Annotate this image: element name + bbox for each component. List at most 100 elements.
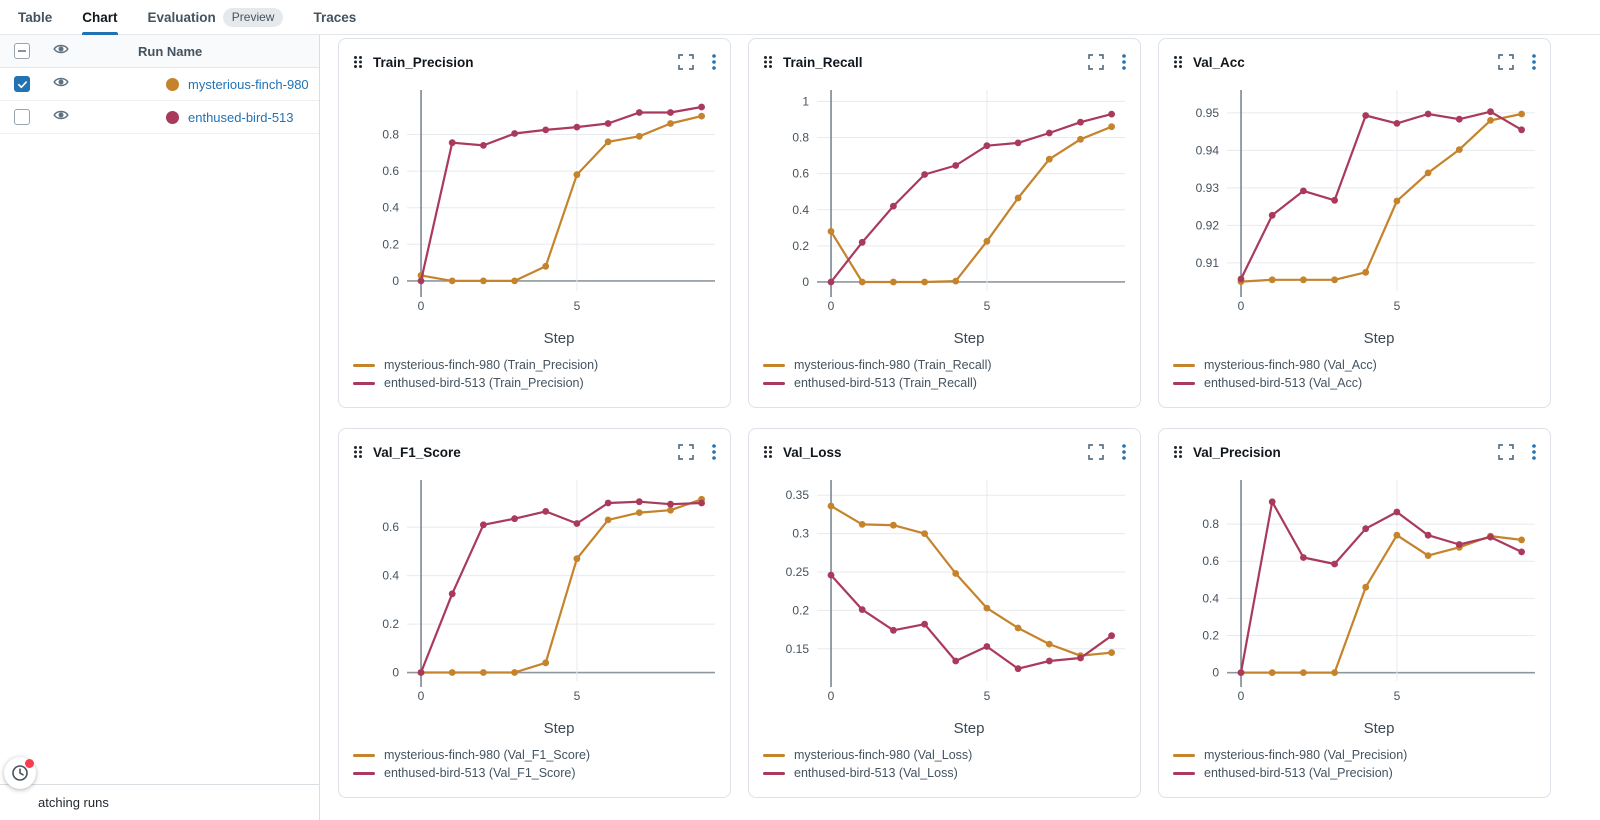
- chart-title: Val_Precision: [1193, 444, 1281, 460]
- drag-handle-icon[interactable]: [763, 445, 773, 459]
- charts-panel: Train_Precision 0 0.2 0.4 0.6 0.8 0 5 Step myst…: [320, 35, 1600, 820]
- legend-label: mysterious-finch-980 (Train_Recall): [794, 358, 992, 372]
- legend-swatch: [353, 381, 375, 385]
- svg-text:0.2: 0.2: [1202, 629, 1219, 643]
- svg-text:5: 5: [574, 299, 581, 313]
- run-checkbox[interactable]: [14, 76, 30, 92]
- run-visibility-eye-icon[interactable]: [53, 107, 69, 128]
- svg-text:Step: Step: [1364, 720, 1395, 737]
- legend-label: mysterious-finch-980 (Val_F1_Score): [384, 748, 591, 762]
- chart-title: Train_Recall: [783, 54, 863, 70]
- svg-text:0: 0: [392, 274, 399, 288]
- kebab-menu-icon[interactable]: [1122, 54, 1126, 70]
- visibility-all-eye-icon[interactable]: [53, 41, 69, 62]
- svg-text:0.4: 0.4: [382, 569, 399, 583]
- legend-swatch: [353, 753, 375, 757]
- svg-text:0.91: 0.91: [1196, 256, 1220, 270]
- svg-text:0: 0: [1238, 689, 1245, 703]
- chart-legend: mysterious-finch-980 (Val_Precision) ent…: [1173, 746, 1536, 782]
- chart-legend: mysterious-finch-980 (Val_F1_Score) enth…: [353, 746, 716, 782]
- svg-text:0.92: 0.92: [1196, 218, 1220, 232]
- svg-text:0: 0: [1238, 299, 1245, 313]
- chart-card-val-precision: Val_Precision 0 0.2 0.4 0.6 0.8 0 5 Step myster…: [1158, 428, 1551, 798]
- chart-legend: mysterious-finch-980 (Train_Precision) e…: [353, 356, 716, 392]
- run-row-enthused-bird-513[interactable]: enthused-bird-513: [0, 101, 319, 134]
- expand-icon[interactable]: [1088, 54, 1104, 70]
- svg-text:Step: Step: [544, 720, 575, 737]
- legend-label: enthused-bird-513 (Train_Precision): [384, 376, 584, 390]
- svg-text:0.8: 0.8: [792, 131, 809, 145]
- expand-icon[interactable]: [1088, 444, 1104, 460]
- svg-text:1: 1: [802, 94, 809, 108]
- chart-card-val-loss: Val_Loss 0.15 0.2 0.25 0.3 0.35 0 5 Step myster…: [748, 428, 1141, 798]
- run-visibility-eye-icon[interactable]: [53, 74, 69, 95]
- chart-card-val-f1-score: Val_F1_Score 0 0.2 0.4 0.6 0 5 Step mysterious…: [338, 428, 731, 798]
- tab-traces[interactable]: Traces: [313, 0, 356, 35]
- kebab-menu-icon[interactable]: [1122, 444, 1126, 460]
- expand-icon[interactable]: [678, 54, 694, 70]
- clock-icon: [12, 765, 28, 781]
- legend-label: mysterious-finch-980 (Val_Loss): [794, 748, 973, 762]
- svg-text:0.2: 0.2: [382, 237, 399, 251]
- tab-chart[interactable]: Chart: [82, 0, 118, 35]
- svg-text:0: 0: [802, 275, 809, 289]
- expand-icon[interactable]: [678, 444, 694, 460]
- matching-runs-footer: atching runs: [0, 784, 319, 820]
- tab-evaluation-label: Evaluation: [147, 9, 216, 25]
- run-name-link[interactable]: mysterious-finch-980: [188, 76, 309, 92]
- run-color-dot: [166, 77, 179, 91]
- chart-legend: mysterious-finch-980 (Train_Recall) enth…: [763, 356, 1126, 392]
- line-chart[interactable]: 0 0.2 0.4 0.6 0.8 1 0 5 Step: [763, 75, 1127, 349]
- svg-text:Step: Step: [954, 720, 985, 737]
- svg-text:0.4: 0.4: [1202, 591, 1219, 605]
- run-name-link[interactable]: enthused-bird-513: [188, 109, 294, 125]
- drag-handle-icon[interactable]: [763, 55, 773, 69]
- run-row-mysterious-finch-980[interactable]: mysterious-finch-980: [0, 68, 319, 101]
- kebab-menu-icon[interactable]: [1532, 444, 1536, 460]
- legend-swatch: [353, 771, 375, 775]
- svg-text:0.4: 0.4: [382, 201, 399, 215]
- expand-icon[interactable]: [1498, 444, 1514, 460]
- drag-handle-icon[interactable]: [353, 55, 363, 69]
- line-chart[interactable]: 0.91 0.92 0.93 0.94 0.95 0 5 Step: [1173, 75, 1537, 349]
- legend-swatch: [763, 771, 785, 775]
- floating-history-widget[interactable]: [4, 757, 36, 789]
- tab-evaluation[interactable]: Evaluation Preview: [148, 0, 284, 35]
- svg-text:0: 0: [418, 299, 425, 313]
- chart-card-train-precision: Train_Precision 0 0.2 0.4 0.6 0.8 0 5 Step myst…: [338, 38, 731, 408]
- legend-label: enthused-bird-513 (Val_Loss): [794, 766, 958, 780]
- svg-text:0.93: 0.93: [1196, 181, 1220, 195]
- svg-text:0.8: 0.8: [1202, 517, 1219, 531]
- runs-table-header: Run Name: [0, 35, 319, 68]
- line-chart[interactable]: 0.15 0.2 0.25 0.3 0.35 0 5 Step: [763, 465, 1127, 739]
- legend-swatch: [763, 363, 785, 367]
- line-chart[interactable]: 0 0.2 0.4 0.6 0 5 Step: [353, 465, 717, 739]
- legend-swatch: [1173, 753, 1195, 757]
- chart-card-val-acc: Val_Acc 0.91 0.92 0.93 0.94 0.95 0 5 Step myste…: [1158, 38, 1551, 408]
- chart-title: Val_F1_Score: [373, 444, 461, 460]
- chart-legend: mysterious-finch-980 (Val_Loss) enthused…: [763, 746, 1126, 782]
- legend-label: enthused-bird-513 (Val_Acc): [1204, 376, 1363, 390]
- tab-chart-label: Chart: [82, 9, 118, 25]
- svg-text:0.2: 0.2: [382, 617, 399, 631]
- svg-text:Step: Step: [1364, 330, 1395, 347]
- run-checkbox[interactable]: [14, 109, 30, 125]
- drag-handle-icon[interactable]: [353, 445, 363, 459]
- legend-label: enthused-bird-513 (Val_F1_Score): [384, 766, 576, 780]
- drag-handle-icon[interactable]: [1173, 445, 1183, 459]
- kebab-menu-icon[interactable]: [1532, 54, 1536, 70]
- line-chart[interactable]: 0 0.2 0.4 0.6 0.8 0 5 Step: [1173, 465, 1537, 739]
- tab-table[interactable]: Table: [18, 0, 52, 35]
- svg-text:0.4: 0.4: [792, 203, 809, 217]
- svg-text:0: 0: [418, 689, 425, 703]
- kebab-menu-icon[interactable]: [712, 444, 716, 460]
- select-all-checkbox[interactable]: [14, 43, 30, 59]
- drag-handle-icon[interactable]: [1173, 55, 1183, 69]
- legend-label: mysterious-finch-980 (Val_Acc): [1204, 358, 1377, 372]
- kebab-menu-icon[interactable]: [712, 54, 716, 70]
- svg-text:0.6: 0.6: [382, 164, 399, 178]
- line-chart[interactable]: 0 0.2 0.4 0.6 0.8 0 5 Step: [353, 75, 717, 349]
- matching-runs-text: atching runs: [38, 795, 109, 810]
- expand-icon[interactable]: [1498, 54, 1514, 70]
- svg-text:0: 0: [828, 689, 835, 703]
